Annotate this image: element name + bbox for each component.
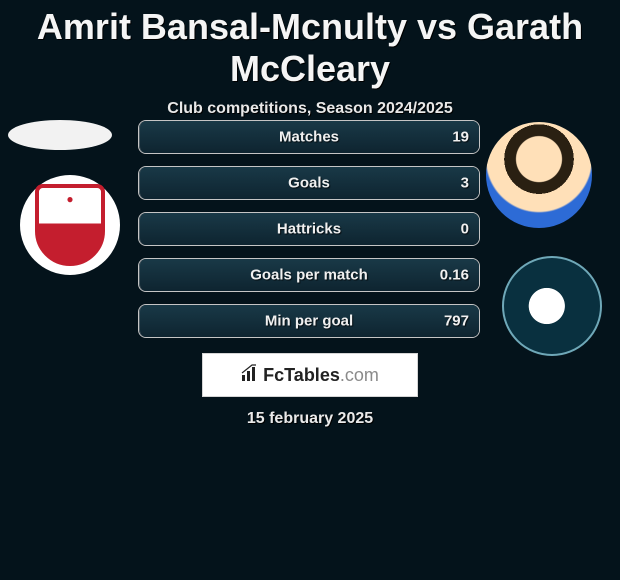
stat-label: Goals per match [139, 267, 479, 284]
brand-suffix: .com [340, 365, 379, 385]
club-left-crest [20, 175, 120, 275]
club-right-crest [502, 256, 602, 356]
page-title: Amrit Bansal-Mcnulty vs Garath McCleary [0, 0, 620, 90]
brand-box: FcTables.com [202, 353, 418, 397]
stat-row: Min per goal797 [138, 304, 480, 338]
stat-row: Hattricks0 [138, 212, 480, 246]
stat-row: Matches19 [138, 120, 480, 154]
brand-text: FcTables.com [263, 365, 379, 386]
stat-row: Goals3 [138, 166, 480, 200]
player-left-avatar [8, 120, 112, 150]
stats-container: Matches19 Goals3 Hattricks0 Goals per match… [138, 120, 480, 350]
stat-row: Goals per match0.16 [138, 258, 480, 292]
stat-label: Hattricks [139, 221, 479, 238]
stat-value-right: 797 [444, 313, 469, 330]
chart-icon [241, 364, 259, 387]
stat-value-right: 19 [452, 129, 469, 146]
stat-value-right: 3 [461, 175, 469, 192]
brand-name: FcTables [263, 365, 340, 385]
stat-value-right: 0.16 [440, 267, 469, 284]
footer-date: 15 february 2025 [0, 410, 620, 428]
stat-value-right: 0 [461, 221, 469, 238]
stat-label: Min per goal [139, 313, 479, 330]
page-subtitle: Club competitions, Season 2024/2025 [0, 100, 620, 118]
player-right-avatar [486, 122, 592, 228]
stat-label: Matches [139, 129, 479, 146]
stat-label: Goals [139, 175, 479, 192]
